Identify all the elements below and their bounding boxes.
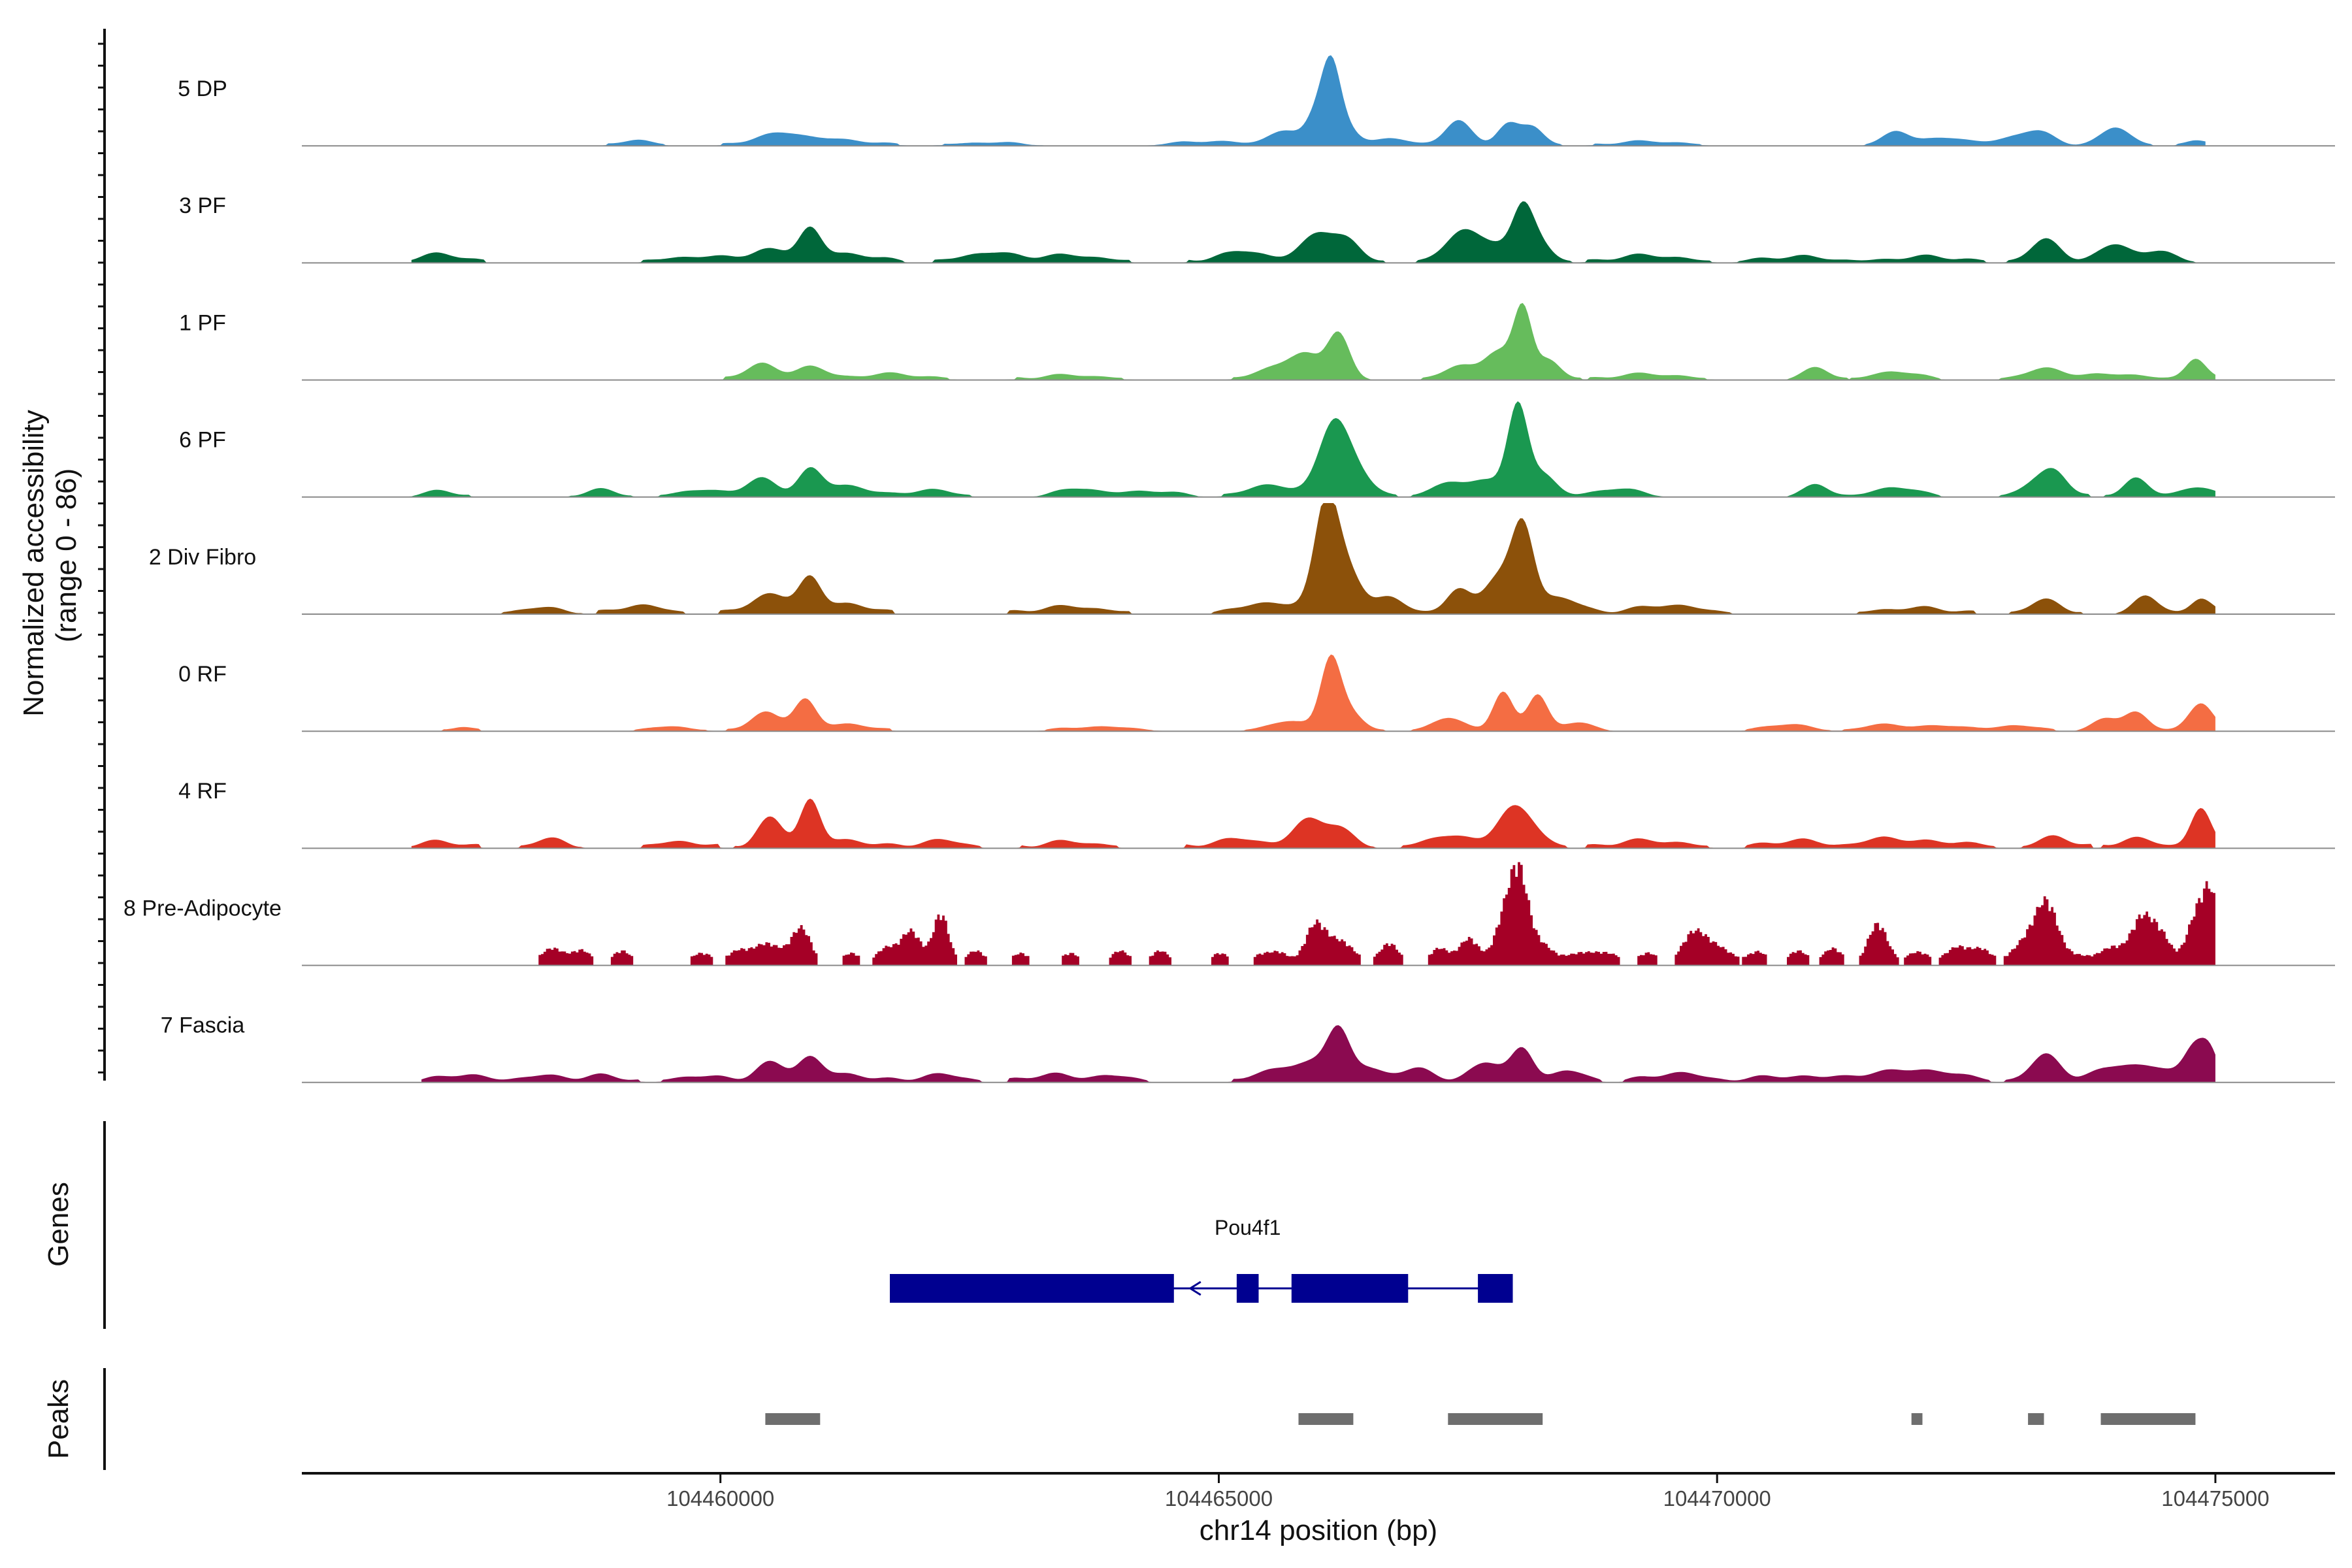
coverage-y-axis: [98, 29, 106, 1081]
peak-region: [1448, 1413, 1543, 1425]
track-coverage-area: [411, 798, 2215, 849]
track-5: 2 Div Fibro: [149, 503, 2335, 615]
track-coverage-area: [411, 55, 2206, 146]
gene-exon: [890, 1274, 1174, 1303]
track-label: 1 PF: [179, 310, 226, 335]
track-4: 6 PF: [179, 401, 2335, 498]
track-2: 3 PF: [179, 193, 2335, 264]
track-coverage-area: [421, 302, 2215, 380]
track-label: 5 DP: [178, 76, 227, 101]
strand-arrow-icon: [1188, 1281, 1201, 1296]
track-label: 2 Div Fibro: [149, 545, 256, 570]
track-label: 6 PF: [179, 428, 226, 453]
coverage-tracks: 5 DP 3 PF 1 PF 6 PF 2 Div Fibro 0 RF 4 RF 8 Pre…: [123, 55, 2335, 1083]
gene-exon: [1236, 1274, 1259, 1303]
x-tick-label: 104475000: [2161, 1486, 2269, 1511]
peaks-panel-label: Peaks: [42, 1379, 74, 1459]
track-1: 5 DP: [178, 55, 2335, 147]
track-label: 0 RF: [178, 662, 227, 687]
genes-panel-label: Genes: [42, 1182, 74, 1267]
track-3: 1 PF: [179, 302, 2335, 381]
x-axis: 104460000 104465000 104470000 104475000: [302, 1472, 2335, 1511]
peak-region: [1911, 1413, 1923, 1425]
y-axis-range: (range 0 - 86): [50, 468, 82, 643]
track-coverage-area: [421, 1025, 2215, 1083]
track-coverage-area: [441, 654, 2215, 732]
track-coverage-area: [411, 201, 2215, 263]
x-tick-label: 104460000: [666, 1486, 774, 1511]
track-coverage-area: [382, 401, 2215, 497]
peak-region: [2100, 1413, 2196, 1425]
track-label: 8 Pre-Adipocyte: [123, 896, 282, 921]
genes-panel: Genes Pou4f1: [42, 1121, 1513, 1329]
peaks-panel: Peaks: [42, 1368, 2196, 1470]
x-axis-title: chr14 position (bp): [1200, 1514, 1437, 1546]
gene-exon: [1291, 1274, 1409, 1303]
gene-exon: [1478, 1274, 1513, 1303]
x-tick-label: 104470000: [1663, 1486, 1771, 1511]
track-label: 4 RF: [178, 779, 227, 804]
gene-name: Pou4f1: [1215, 1216, 1281, 1239]
peak-region: [1298, 1413, 1354, 1425]
track-coverage-area: [521, 862, 2215, 966]
x-tick-label: 104465000: [1165, 1486, 1273, 1511]
track-coverage-area: [421, 503, 2215, 614]
peak-region: [2028, 1413, 2044, 1425]
track-7: 4 RF: [178, 779, 2335, 849]
track-label: 7 Fascia: [161, 1013, 245, 1038]
track-label: 3 PF: [179, 193, 226, 218]
peak-region: [765, 1413, 821, 1425]
track-9: 7 Fascia: [161, 1013, 2335, 1083]
y-axis-title: Normalized accessibility: [18, 410, 50, 716]
track-6: 0 RF: [178, 654, 2335, 732]
track-8: 8 Pre-Adipocyte: [123, 862, 2335, 966]
